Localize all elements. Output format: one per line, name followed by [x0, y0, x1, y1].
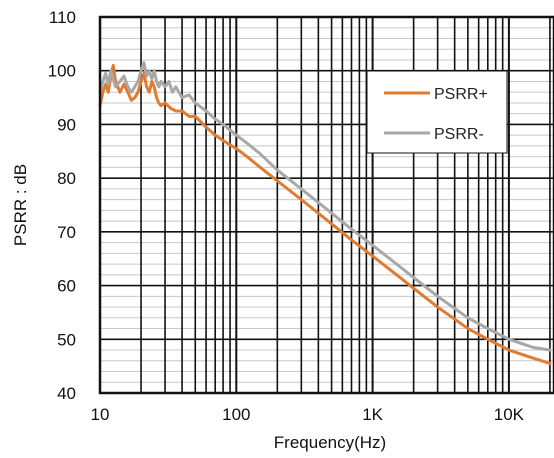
- x-tick-label: 10K: [494, 405, 525, 424]
- y-tick-label: 40: [57, 384, 76, 403]
- y-tick-label: 70: [57, 223, 76, 242]
- x-tick-label: 1K: [362, 405, 383, 424]
- plot-frame: [98, 15, 554, 395]
- series-line-psrr-minus: [98, 61, 552, 352]
- x-tick-label: 10: [91, 405, 110, 424]
- y-axis-title: PSRR : dB: [11, 164, 30, 246]
- x-axis-title: Frequency(Hz): [274, 433, 386, 452]
- y-tick-label: 90: [57, 115, 76, 134]
- y-tick-label: 100: [48, 62, 76, 81]
- y-tick-label: 50: [57, 330, 76, 349]
- series-line-psrr-plus: [98, 63, 552, 365]
- series-lines: [98, 61, 552, 365]
- y-tick-label: 80: [57, 169, 76, 188]
- legend-label-psrr-plus: PSRR+: [434, 86, 488, 103]
- legend-label-psrr-minus: PSRR-: [434, 126, 484, 143]
- y-tick-label: 60: [57, 277, 76, 296]
- tick-labels: 40 50 60 70 80 90 100 110 10 100 1K 10K: [48, 8, 525, 424]
- y-tick-label: 110: [49, 8, 76, 27]
- legend-box: [366, 70, 508, 154]
- x-tick-label: 100: [222, 405, 250, 424]
- legend: PSRR+ PSRR-: [366, 70, 508, 154]
